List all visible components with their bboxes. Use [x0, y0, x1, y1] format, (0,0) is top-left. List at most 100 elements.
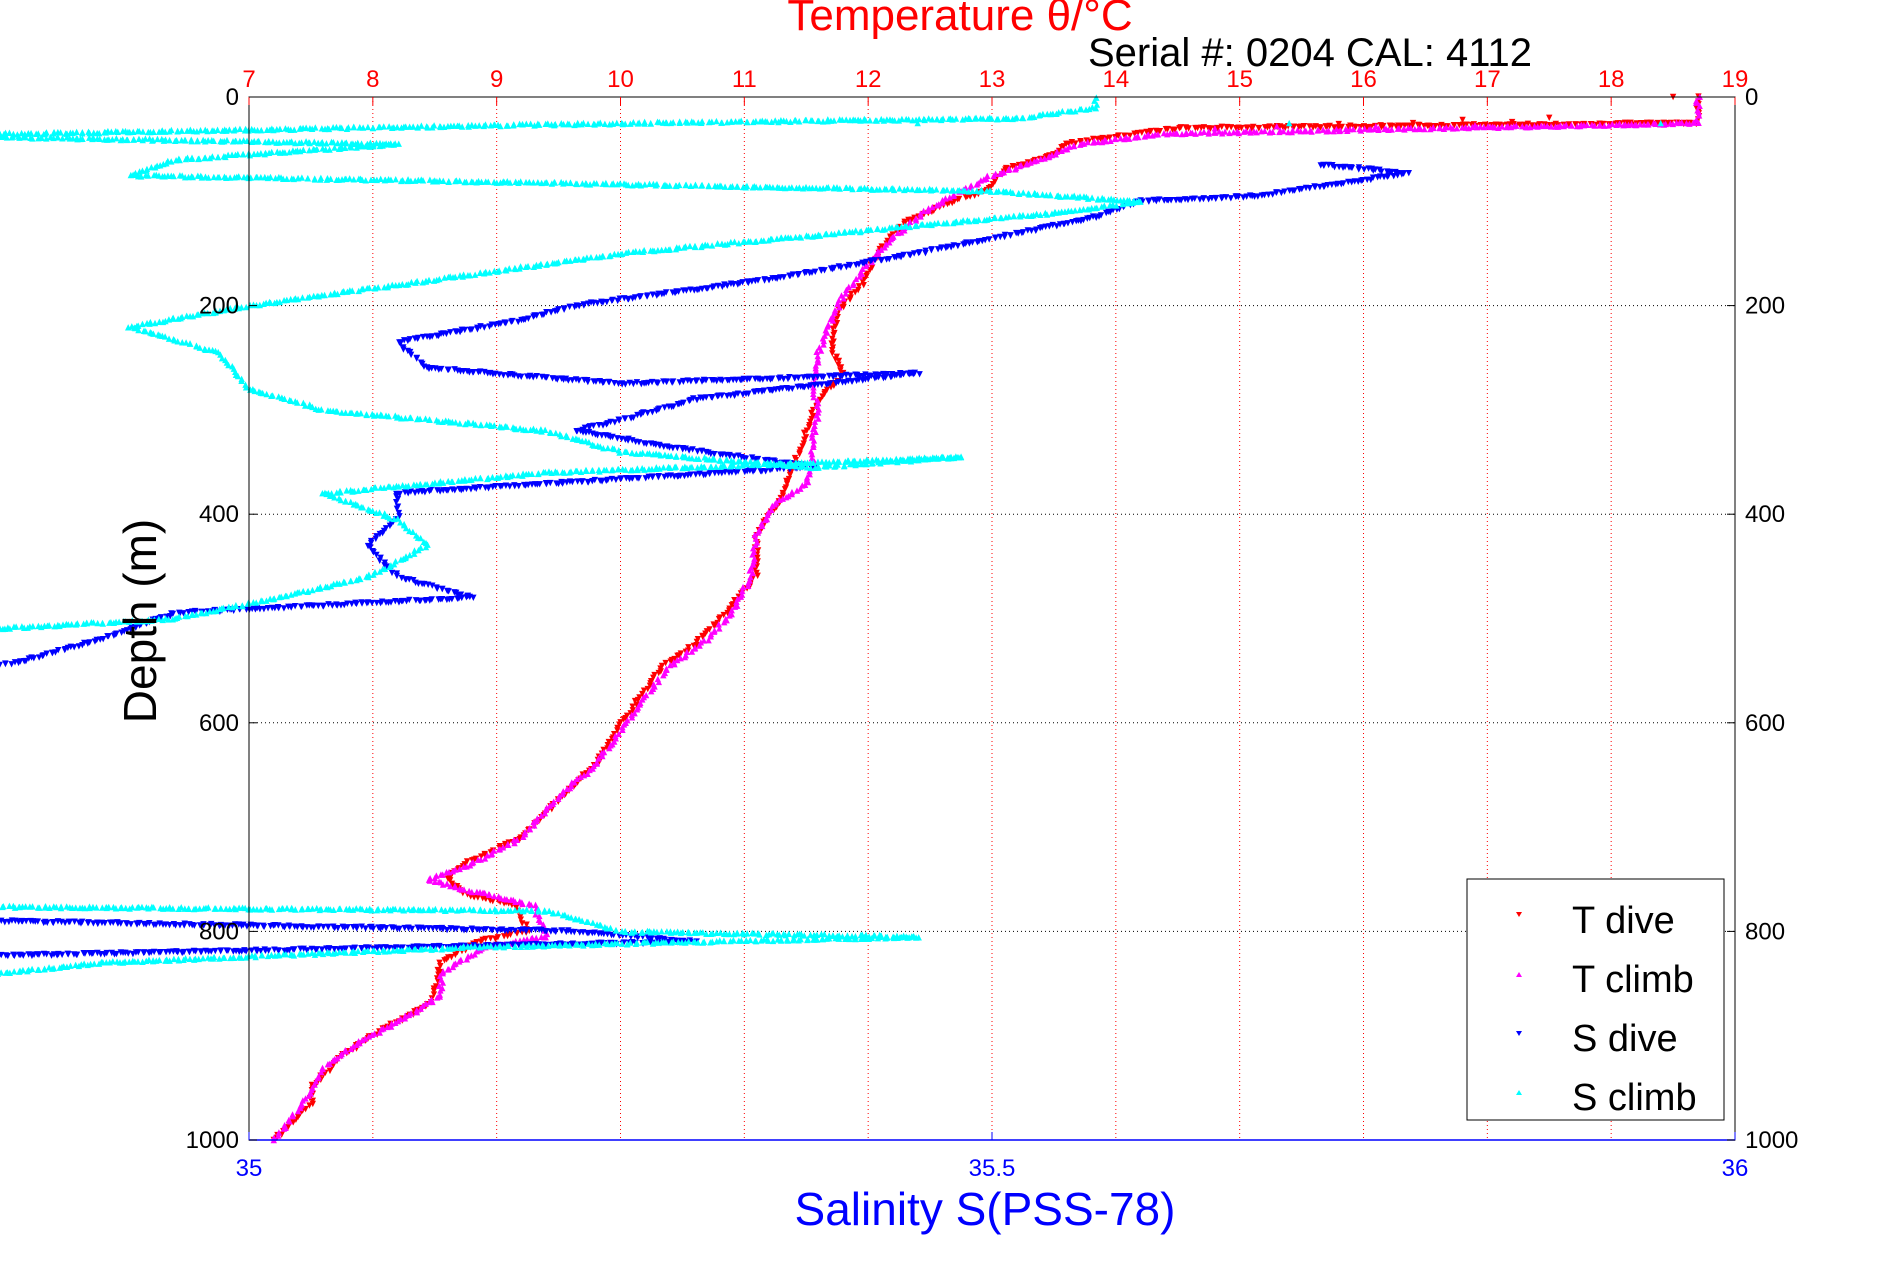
t-dive-point [847, 290, 855, 298]
s-climb-point [174, 127, 181, 135]
t-climb-point [810, 437, 818, 444]
s-dive-point [655, 473, 662, 481]
t-climb-point [1469, 123, 1476, 131]
s-dive-point [35, 654, 43, 661]
t-climb-point [733, 598, 740, 605]
t-climb-point [677, 655, 684, 662]
t-climb-point [1574, 122, 1581, 130]
t-climb-point [950, 192, 957, 199]
t-climb-point [1335, 127, 1343, 135]
s-climb-point [436, 122, 444, 130]
s-climb-point [214, 153, 222, 161]
t-dive-point [633, 701, 640, 709]
t-climb-point [820, 341, 827, 348]
t-climb-point [812, 364, 819, 372]
s-climb-point [601, 120, 609, 127]
s-dive-point [585, 479, 592, 486]
t-climb-point [752, 535, 760, 542]
t-climb-point [1330, 128, 1337, 135]
s-dive-point [217, 947, 224, 954]
t-dive-point [785, 475, 793, 483]
s-dive-point [1007, 232, 1014, 239]
t-climb-point [1695, 112, 1703, 119]
s-dive-point [1405, 169, 1413, 177]
s-dive-point [140, 949, 147, 957]
t-dive-point [786, 471, 794, 479]
t-climb-point [612, 732, 619, 739]
s-climb-point [298, 174, 306, 181]
s-dive-point [64, 951, 72, 958]
s-climb-point [1088, 194, 1096, 201]
t-climb-point [813, 348, 820, 356]
t-climb-point [1436, 124, 1443, 132]
t-climb-point [541, 809, 549, 817]
t-dive-point [1126, 132, 1134, 140]
t-dive-point-outlier [1508, 118, 1516, 126]
s-dive-point [319, 603, 327, 610]
t-climb-point [815, 406, 823, 413]
t-dive-point [430, 991, 438, 998]
t-dive-point [487, 935, 494, 942]
t-climb-point [739, 587, 746, 595]
t-dive-point [819, 393, 826, 400]
t-climb-point [862, 262, 870, 270]
t-climb-point [1400, 125, 1407, 132]
s-climb-point [113, 135, 120, 142]
t-dive-point [306, 1102, 313, 1109]
t-climb-point [810, 393, 817, 401]
t-climb-point [526, 825, 534, 833]
t-climb-point [747, 573, 754, 581]
t-climb-point [810, 387, 817, 394]
t-climb-point [1285, 128, 1292, 136]
s-climb-point [933, 186, 940, 193]
t-dive-point [1306, 123, 1313, 130]
t-dive-point-outlier [1459, 116, 1466, 124]
t-dive-point [436, 959, 443, 967]
t-dive-point [854, 286, 862, 294]
t-climb-point [1650, 119, 1657, 127]
t-dive-point [1414, 121, 1422, 129]
t-dive-point [437, 963, 444, 970]
t-dive-point [783, 480, 791, 488]
t-climb-point [754, 529, 762, 536]
t-dive-point [674, 652, 681, 659]
t-climb-point [1415, 125, 1422, 132]
t-climb-point [1197, 129, 1204, 136]
t-climb-point [1375, 125, 1382, 132]
t-dive-point [829, 350, 836, 357]
t-climb-point [933, 202, 940, 209]
s-climb-point [392, 176, 399, 183]
t-climb-point [750, 558, 758, 565]
t-climb-point [1498, 123, 1506, 130]
s-climb-point [908, 185, 916, 193]
t-climb-point [715, 621, 722, 628]
t-dive-point [840, 300, 848, 307]
t-climb-point [1041, 155, 1048, 162]
t-climb-point [901, 227, 908, 234]
s-climb-point [692, 182, 699, 189]
t-dive-point [1121, 132, 1128, 139]
s-dive-point [297, 603, 305, 610]
t-dive-point [1450, 121, 1458, 129]
t-climb-point [1037, 155, 1044, 163]
s-dive-point [560, 306, 568, 313]
t-climb-point [739, 583, 747, 591]
s-dive-point [474, 326, 481, 333]
t-climb-point [762, 516, 769, 524]
t-climb-point [573, 775, 581, 783]
t-climb-point [1394, 125, 1402, 132]
t-dive-point [1169, 126, 1176, 133]
t-climb-point [912, 217, 920, 224]
t-climb-point [920, 207, 927, 215]
t-dive-point [803, 427, 811, 434]
s-climb-point [239, 151, 247, 158]
s-dive-point [2, 660, 9, 668]
t-climb-point [744, 582, 752, 589]
t-dive-point [430, 987, 438, 995]
t-dive-point [805, 424, 813, 431]
t-climb-point [1690, 119, 1697, 126]
s-dive-point [530, 313, 537, 320]
t-climb-point [917, 213, 924, 220]
t-climb-point [769, 502, 776, 509]
t-climb-point [1361, 125, 1368, 132]
